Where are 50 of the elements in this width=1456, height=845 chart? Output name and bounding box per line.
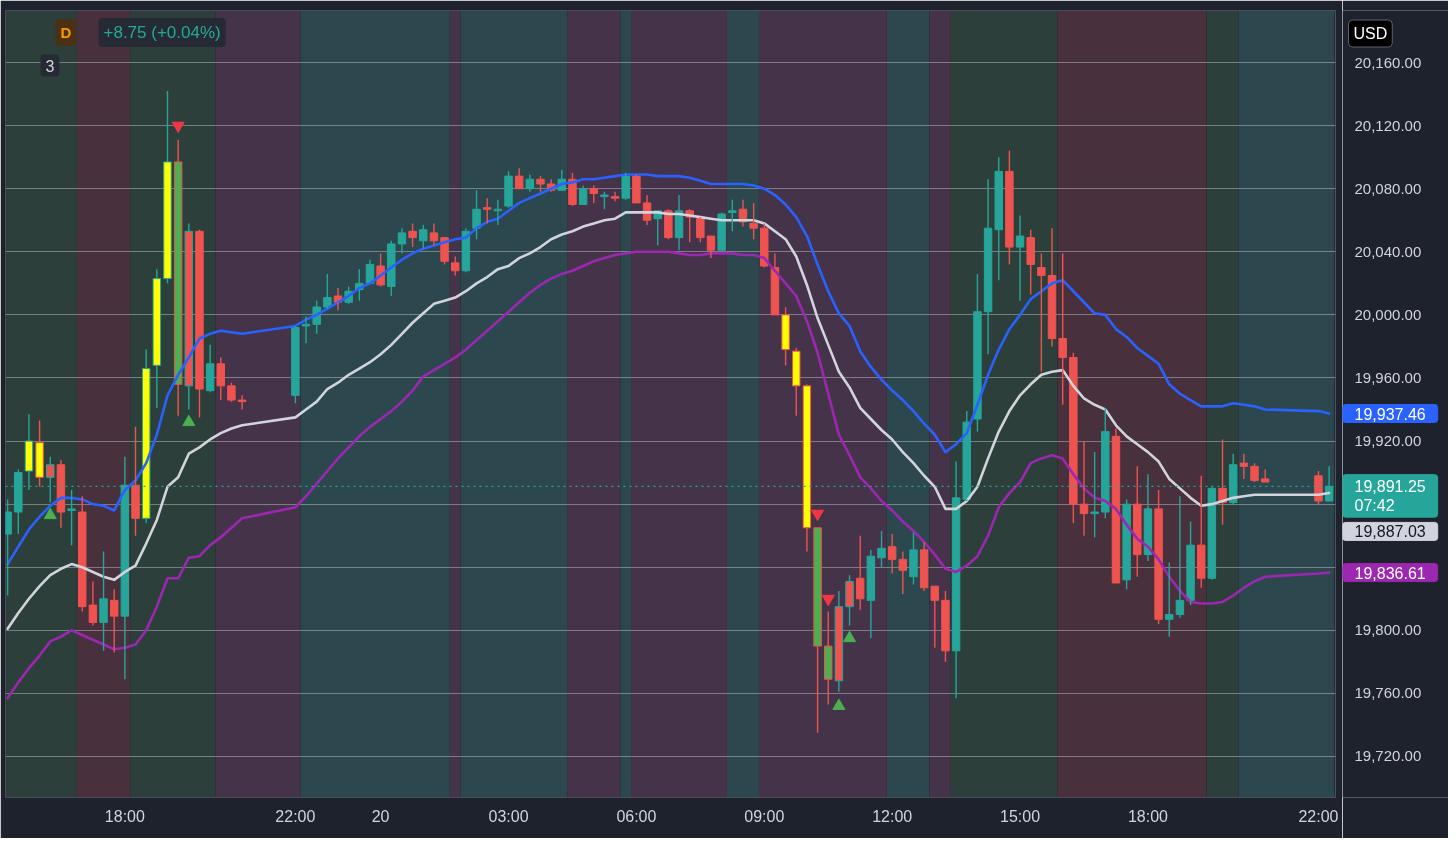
x-tick-label: 12:00 bbox=[872, 807, 913, 825]
candlestick bbox=[898, 550, 908, 595]
ref-line-label: 19,891.25 07:42 bbox=[1354, 477, 1426, 515]
candlestick bbox=[1015, 214, 1025, 302]
candlestick bbox=[855, 534, 865, 611]
text: 19,937.46 bbox=[1354, 405, 1426, 423]
x-tick-label: 22:00 bbox=[275, 807, 316, 825]
candlestick bbox=[482, 197, 492, 225]
candlestick bbox=[1239, 452, 1249, 480]
text: USD bbox=[1353, 25, 1388, 42]
candlestick bbox=[887, 533, 897, 575]
candlestick bbox=[866, 549, 876, 639]
candlestick bbox=[1175, 495, 1185, 619]
y-tick-label: 20,000.00 bbox=[1354, 305, 1422, 323]
candlestick bbox=[610, 191, 620, 203]
candlestick bbox=[1133, 465, 1142, 578]
y-tick-label: 20,160.00 bbox=[1354, 53, 1422, 71]
y-tick-label: 19,960.00 bbox=[1354, 368, 1422, 386]
candlestick bbox=[834, 590, 844, 693]
y-tick-label: 19,920.00 bbox=[1354, 432, 1422, 450]
candlestick bbox=[1047, 227, 1057, 348]
x-tick-label: 20 bbox=[371, 807, 390, 825]
x-tick-label: 15:00 bbox=[1000, 807, 1041, 825]
y-tick-label: 20,040.00 bbox=[1354, 242, 1422, 260]
candlestick bbox=[983, 178, 993, 356]
y-tick-label: 19,720.00 bbox=[1354, 747, 1422, 765]
y-tick-label: 19,760.00 bbox=[1354, 684, 1422, 702]
candlestick bbox=[301, 315, 311, 344]
candlestick bbox=[802, 383, 812, 553]
candlestick bbox=[429, 222, 439, 247]
x-tick-label: 03:00 bbox=[488, 807, 529, 825]
annotation: D bbox=[60, 24, 72, 41]
x-tick-label: 06:00 bbox=[616, 807, 657, 825]
text: 19,836.61 bbox=[1354, 564, 1426, 582]
y-tick-label: 20,080.00 bbox=[1354, 179, 1422, 197]
y-tick-label: 20,120.00 bbox=[1354, 116, 1422, 134]
annotation: 3 bbox=[45, 57, 55, 75]
y-tick-label: 19,800.00 bbox=[1354, 621, 1422, 639]
candlestick bbox=[1058, 252, 1067, 406]
candlestick bbox=[823, 610, 833, 706]
x-tick-label: 18:00 bbox=[104, 807, 145, 825]
candlestick bbox=[397, 227, 407, 255]
candlestick bbox=[323, 273, 332, 310]
annotation: +8.75 (+0.04%) bbox=[103, 23, 221, 42]
x-tick-label: 22:00 bbox=[1298, 807, 1339, 825]
candlestick bbox=[525, 173, 535, 193]
text: 19,887.03 bbox=[1354, 523, 1426, 541]
x-tick-label: 09:00 bbox=[744, 807, 785, 825]
x-tick-label: 18:00 bbox=[1127, 807, 1169, 825]
candlestick bbox=[1079, 440, 1089, 537]
